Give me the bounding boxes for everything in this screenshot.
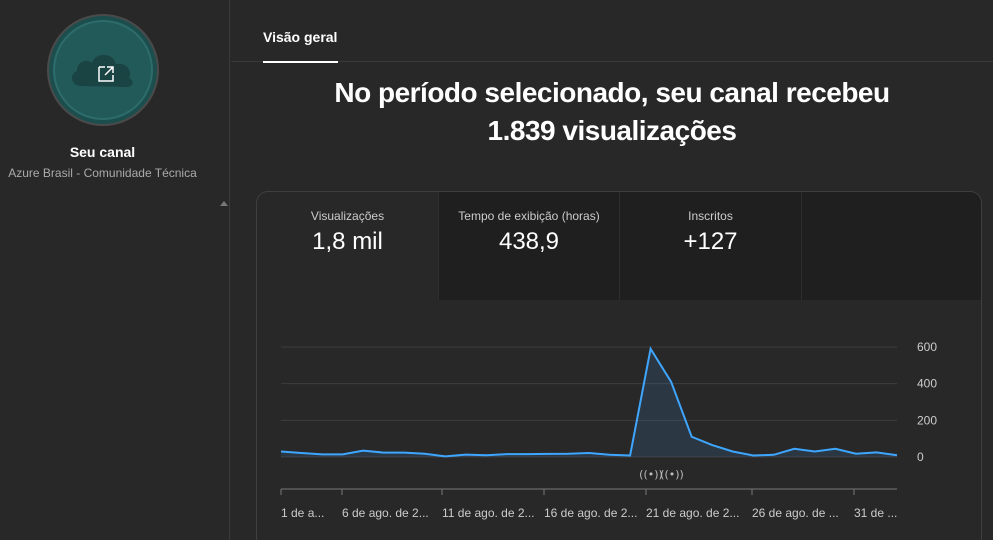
data-point[interactable] bbox=[462, 451, 470, 459]
data-point[interactable] bbox=[421, 450, 429, 458]
data-point[interactable] bbox=[298, 449, 306, 457]
metric-label: Inscritos bbox=[688, 209, 733, 223]
y-tick-label: 0 bbox=[917, 450, 924, 464]
metric-views[interactable]: Visualizações 1,8 mil bbox=[257, 192, 438, 300]
data-point[interactable] bbox=[585, 449, 593, 457]
data-point[interactable] bbox=[811, 448, 819, 456]
series-line[interactable] bbox=[280, 346, 898, 458]
data-point[interactable] bbox=[380, 449, 388, 457]
sidebar: Seu canal Azure Brasil - Comunidade Técn… bbox=[0, 0, 230, 540]
metric-subscribers[interactable]: Inscritos +127 bbox=[619, 192, 801, 300]
x-tick-label: 26 de ago. de ... bbox=[752, 506, 839, 520]
x-tick-label: 16 de ago. de 2... bbox=[544, 506, 637, 520]
data-point[interactable] bbox=[729, 448, 737, 456]
live-event-icon[interactable]: ((•)) bbox=[660, 468, 684, 481]
data-point[interactable] bbox=[606, 451, 614, 459]
metric-label: Tempo de exibição (horas) bbox=[458, 209, 600, 223]
tab-overview[interactable]: Visão geral bbox=[263, 0, 338, 63]
data-point[interactable] bbox=[688, 433, 696, 441]
x-tick-label: 31 de ... bbox=[854, 506, 897, 520]
data-point[interactable] bbox=[359, 447, 367, 455]
data-point[interactable] bbox=[667, 378, 675, 386]
channel-name: Azure Brasil - Comunidade Técnica bbox=[8, 166, 197, 180]
data-point[interactable] bbox=[770, 451, 778, 459]
y-tick-label: 400 bbox=[917, 377, 937, 391]
metric-tabs: Visualizações 1,8 mil Tempo de exibição … bbox=[257, 192, 981, 300]
metric-value: 438,9 bbox=[498, 228, 560, 255]
data-point[interactable] bbox=[482, 451, 490, 459]
series-area bbox=[281, 348, 897, 457]
x-tick-label: 21 de ago. de 2... bbox=[646, 506, 739, 520]
x-tick-label: 11 de ago. de 2... bbox=[442, 506, 535, 520]
data-point[interactable] bbox=[564, 450, 572, 458]
live-event-icon[interactable]: ((•)) bbox=[639, 468, 663, 481]
analytics-card: Visualizações 1,8 mil Tempo de exibição … bbox=[256, 191, 982, 540]
metric-value: +127 bbox=[683, 228, 738, 255]
headline-line-1: No período selecionado, seu canal recebe… bbox=[334, 77, 890, 108]
data-point[interactable] bbox=[626, 452, 634, 460]
data-point[interactable] bbox=[749, 452, 757, 460]
data-point[interactable] bbox=[400, 449, 408, 457]
metric-value: 1,8 mil bbox=[312, 228, 383, 255]
data-point[interactable] bbox=[872, 448, 880, 456]
avatar-image bbox=[53, 20, 153, 120]
cloud-icon bbox=[72, 54, 133, 87]
y-tick-label: 200 bbox=[917, 413, 937, 427]
tab-bar: Visão geral bbox=[231, 0, 993, 63]
metric-empty bbox=[801, 192, 981, 300]
views-chart: 600 400 200 0 ((•)) ((•)) 1 de a... 6 de ago. d… bbox=[257, 300, 981, 540]
page-headline: No período selecionado, seu canal recebe… bbox=[231, 74, 993, 150]
channel-title[interactable]: Seu canal bbox=[69, 144, 136, 160]
external-link-icon[interactable] bbox=[97, 65, 115, 83]
data-point[interactable] bbox=[852, 450, 860, 458]
data-point[interactable] bbox=[277, 448, 285, 456]
data-point[interactable] bbox=[790, 445, 798, 453]
x-tick-label: 6 de ago. de 2... bbox=[342, 506, 429, 520]
data-point[interactable] bbox=[339, 450, 347, 458]
data-point[interactable] bbox=[503, 450, 511, 458]
data-point[interactable] bbox=[647, 345, 655, 353]
headline-line-2: 1.839 visualizações bbox=[487, 115, 737, 146]
chart-svg: 600 400 200 0 ((•))((•)) 1 de a... 6 de ago. d… bbox=[277, 340, 937, 520]
data-point[interactable] bbox=[893, 451, 901, 459]
data-point[interactable] bbox=[441, 452, 449, 460]
x-tick-label: 1 de a... bbox=[281, 506, 324, 520]
data-point[interactable] bbox=[708, 441, 716, 449]
data-point[interactable] bbox=[544, 450, 552, 458]
y-tick-label: 600 bbox=[917, 340, 937, 354]
scroll-up-icon[interactable] bbox=[220, 200, 228, 208]
metric-watch-time[interactable]: Tempo de exibição (horas) 438,9 bbox=[438, 192, 619, 300]
data-point[interactable] bbox=[523, 450, 531, 458]
data-point[interactable] bbox=[318, 450, 326, 458]
main-content: Visão geral No período selecionado, seu … bbox=[231, 0, 993, 540]
avatar[interactable] bbox=[47, 14, 159, 126]
data-point[interactable] bbox=[831, 445, 839, 453]
metric-label: Visualizações bbox=[310, 209, 385, 223]
